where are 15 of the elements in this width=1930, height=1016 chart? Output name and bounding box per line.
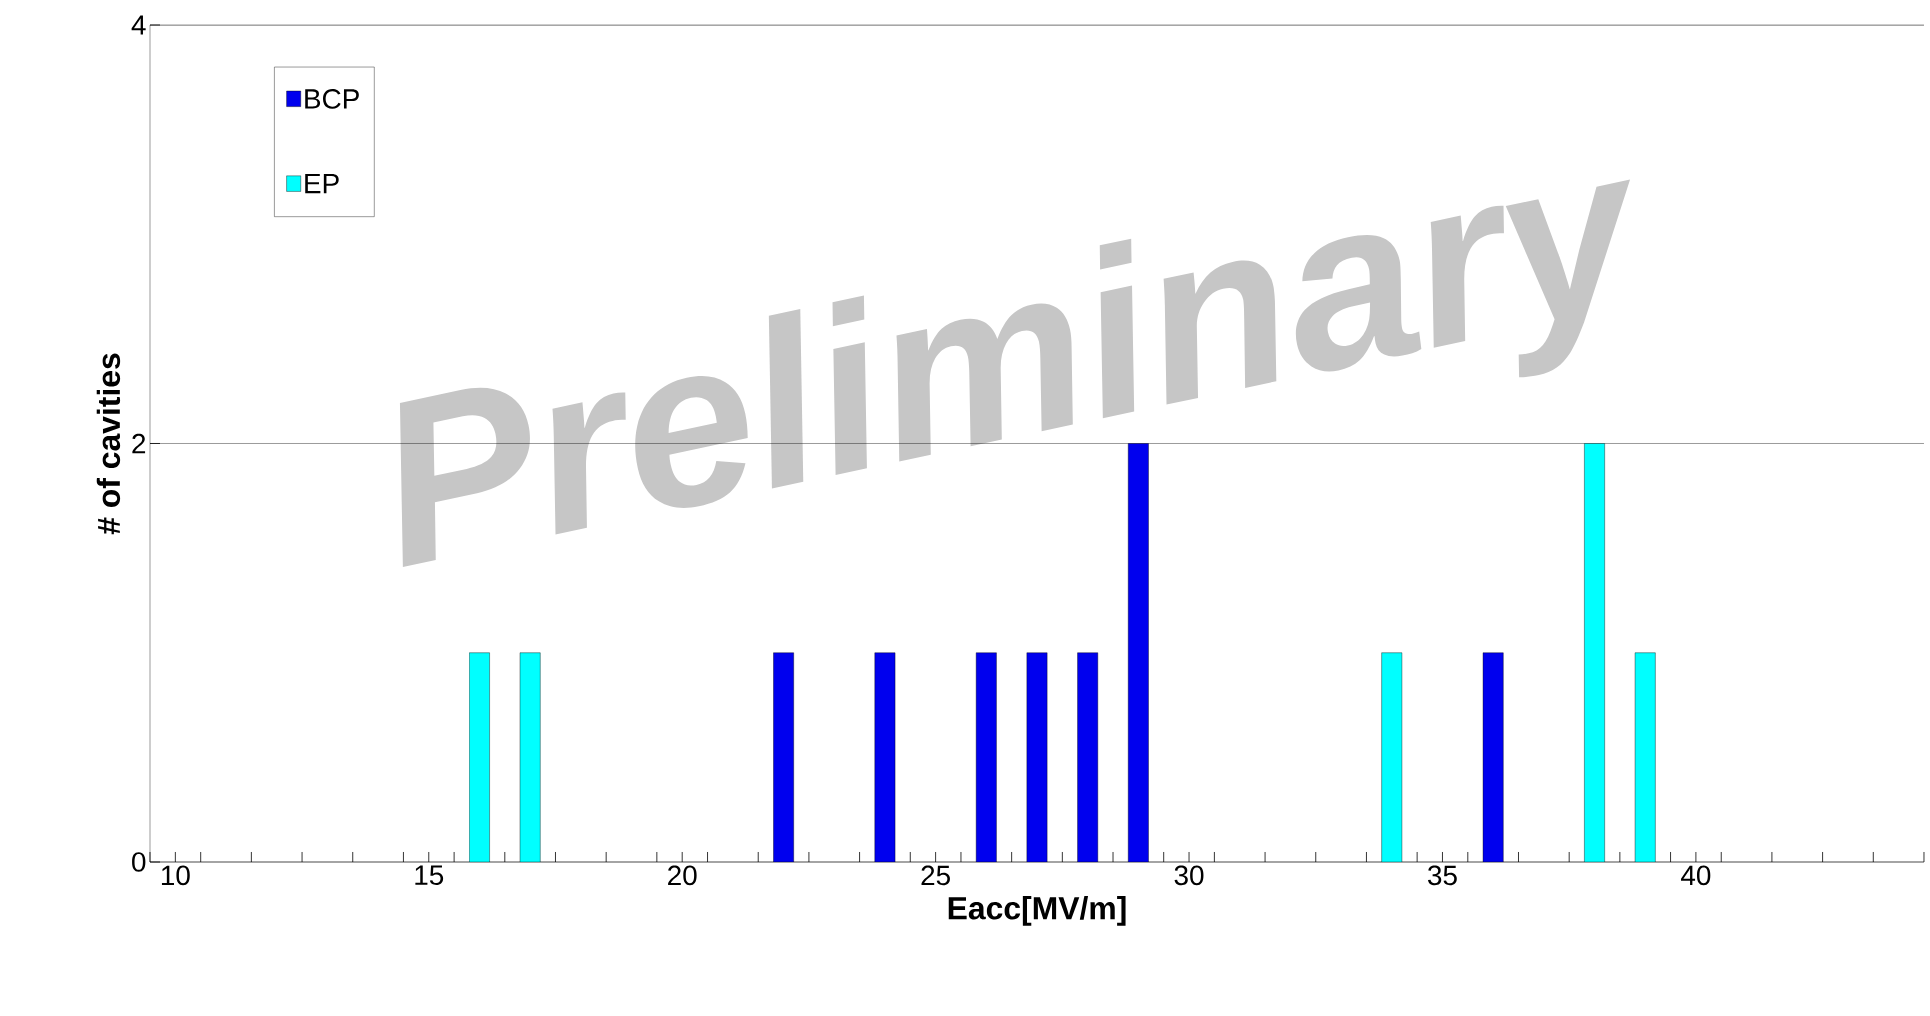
x-tick-label: 40 [1681,865,1711,886]
y-tick-label: 2 [132,433,146,454]
x-axis-title: Eacc[MV/m] [948,896,1126,926]
x-tick-label: 30 [1174,865,1204,886]
x-tick-label: 10 [161,865,190,886]
annotation: Preliminary [399,179,1631,567]
x-tick-label: 15 [415,865,444,885]
legend-label: BCP [305,89,359,109]
x-tick-label: 25 [921,865,950,886]
x-tick-label: 35 [1428,865,1457,886]
y-tick-label: 0 [132,852,146,872]
y-tick-label: 4 [131,15,146,35]
legend-label: EP [305,174,339,194]
y-axis-title: # of cavities [96,353,121,535]
x-tick-label: 20 [668,865,697,886]
